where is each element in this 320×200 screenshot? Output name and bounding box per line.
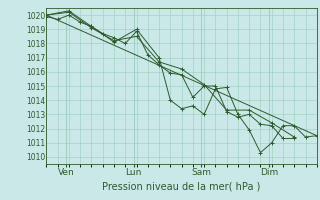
X-axis label: Pression niveau de la mer( hPa ): Pression niveau de la mer( hPa ) [102,181,261,191]
